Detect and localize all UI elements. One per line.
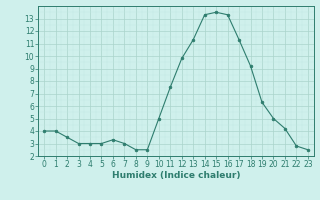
- X-axis label: Humidex (Indice chaleur): Humidex (Indice chaleur): [112, 171, 240, 180]
